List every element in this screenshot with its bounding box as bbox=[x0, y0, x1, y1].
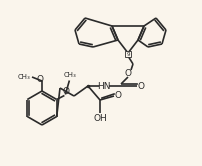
Text: 9: 9 bbox=[126, 51, 130, 56]
Text: O: O bbox=[138, 82, 144, 90]
Text: O: O bbox=[124, 69, 132, 78]
Text: O: O bbox=[115, 90, 121, 99]
Text: HN: HN bbox=[97, 82, 111, 90]
Text: OH: OH bbox=[93, 114, 107, 123]
Text: O: O bbox=[63, 87, 70, 96]
Text: CH₃: CH₃ bbox=[18, 74, 30, 80]
Text: O: O bbox=[37, 75, 43, 83]
Text: CH₃: CH₃ bbox=[64, 72, 77, 78]
